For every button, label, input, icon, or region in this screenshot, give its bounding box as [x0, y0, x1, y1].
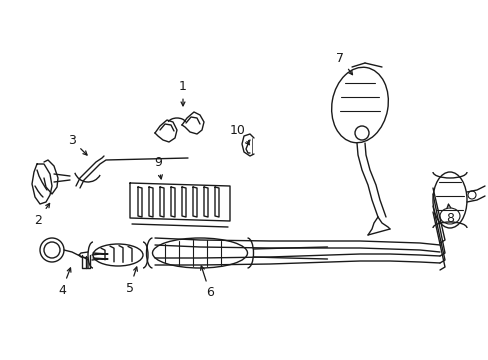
Text: 9: 9: [154, 157, 162, 179]
Text: 5: 5: [126, 267, 137, 294]
Text: 1: 1: [179, 81, 186, 106]
Text: 6: 6: [200, 266, 214, 300]
Text: 8: 8: [445, 204, 453, 225]
Text: 10: 10: [229, 123, 249, 145]
Text: 7: 7: [335, 51, 352, 75]
Text: 2: 2: [34, 203, 49, 226]
Text: 3: 3: [68, 134, 87, 155]
Text: 4: 4: [58, 268, 71, 297]
